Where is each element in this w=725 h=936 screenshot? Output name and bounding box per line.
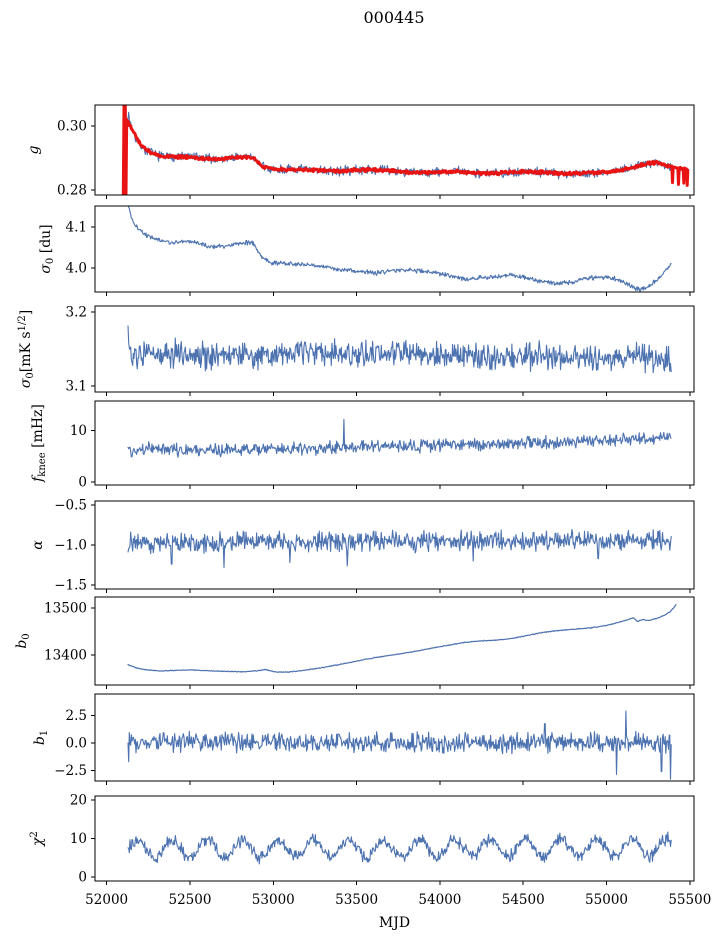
panel-frame [94,795,695,882]
x-axis-ticks [106,485,691,489]
y-tick-label: 2.5 [66,708,87,724]
y-tick-label: 0 [78,870,87,886]
chi2-line [127,831,672,865]
y-tick-label: 10 [70,831,87,847]
g-measured-line [127,111,672,180]
y-label-fknee: fknee [mHz] [30,404,48,483]
y-tick-label: −0.5 [54,498,87,514]
y-label-alpha: α [30,540,46,550]
fknee-line [127,418,672,458]
y-label-sigma0-mks: σ0[mK s1/2] [17,310,36,388]
panel-frame [94,596,695,686]
x-tick-label: 52500 [168,892,211,908]
x-tick-label: 52000 [85,892,128,908]
panel-sigma0-mks: 3.1 3.2 σ0[mK s1/2] [17,304,695,396]
alpha-line [127,528,672,568]
y-tick-label: 0.0 [66,736,87,752]
y-label-b0: b0 [14,633,32,648]
b0-line [127,604,677,674]
x-tick-label: 54500 [502,892,545,908]
x-tick-label: 55500 [668,892,711,908]
y-axis-b0: 13400 13500 [44,600,95,663]
x-axis-ticks [106,292,691,296]
panel-frame [94,400,695,486]
panel-fknee: 0 10 fknee [mHz] [30,400,695,490]
y-tick-label: 4.0 [66,260,87,276]
x-axis-ticks [106,781,691,785]
y-tick-label: 20 [70,792,87,808]
panel-b0: 13400 13500 b0 [14,596,695,689]
sigma0-mks-line [127,325,672,374]
sigma0-du-line [127,206,672,292]
y-tick-label: 0.30 [57,118,87,134]
panel-chi2: 0 10 20 χ2 [29,792,695,886]
x-tick-label: 53000 [252,892,295,908]
x-tick-label: 55000 [585,892,628,908]
panel-frame [94,104,695,196]
panel-g: 0.28 0.30 g [26,104,695,199]
chart-title: 000445 [363,8,425,27]
y-tick-label: 0.28 [57,183,87,199]
y-tick-label: 0 [78,474,87,490]
y-tick-label: 4.1 [66,220,87,236]
y-axis-g: 0.28 0.30 [57,118,95,199]
x-tick-label: 53500 [335,892,378,908]
y-tick-label: 13400 [44,647,87,663]
y-axis-sigma0-du: 4.0 4.1 [66,220,95,276]
y-label-chi2: χ2 [29,831,46,847]
y-label-b1: b1 [32,730,50,745]
y-label-g: g [26,145,42,154]
panel-frame [94,205,695,293]
y-tick-label: −1.0 [54,538,87,554]
x-axis-ticks [106,685,691,689]
g-fit-line [121,105,690,195]
y-tick-label: 3.2 [66,304,87,320]
x-axis-ticks [106,881,691,885]
y-tick-label: 10 [70,423,87,439]
x-axis-title: MJD [379,915,410,931]
y-tick-label: 13500 [44,600,87,616]
panel-frame [94,305,695,393]
panel-alpha: −1.5 −1.0 −0.5 α [30,498,695,594]
y-axis-fknee: 0 10 [70,423,95,490]
x-axis-ticks [106,589,691,593]
panel-sigma0-du: 4.0 4.1 σ0 [du] [38,205,695,296]
y-tick-label: 3.1 [66,379,87,395]
panel-frame [94,693,695,782]
y-tick-label: −1.5 [54,578,87,594]
x-tick-label: 54000 [418,892,461,908]
y-axis-sigma0-mks: 3.1 3.2 [66,304,95,395]
y-tick-label: −2.5 [54,763,87,779]
y-axis-b1: −2.5 0.0 2.5 [54,708,95,779]
panel-b1: −2.5 0.0 2.5 b1 [32,693,695,785]
y-label-sigma0-du: σ0 [du] [38,224,56,273]
y-axis-chi2: 0 10 20 [70,792,95,886]
x-axis-ticks [106,195,691,199]
x-axis-ticks [106,392,691,396]
x-axis-labels: 52000 52500 53000 53500 54000 54500 55000 55500 [85,892,711,908]
y-axis-alpha: −1.5 −1.0 −0.5 [54,498,95,594]
b1-line [127,710,672,780]
